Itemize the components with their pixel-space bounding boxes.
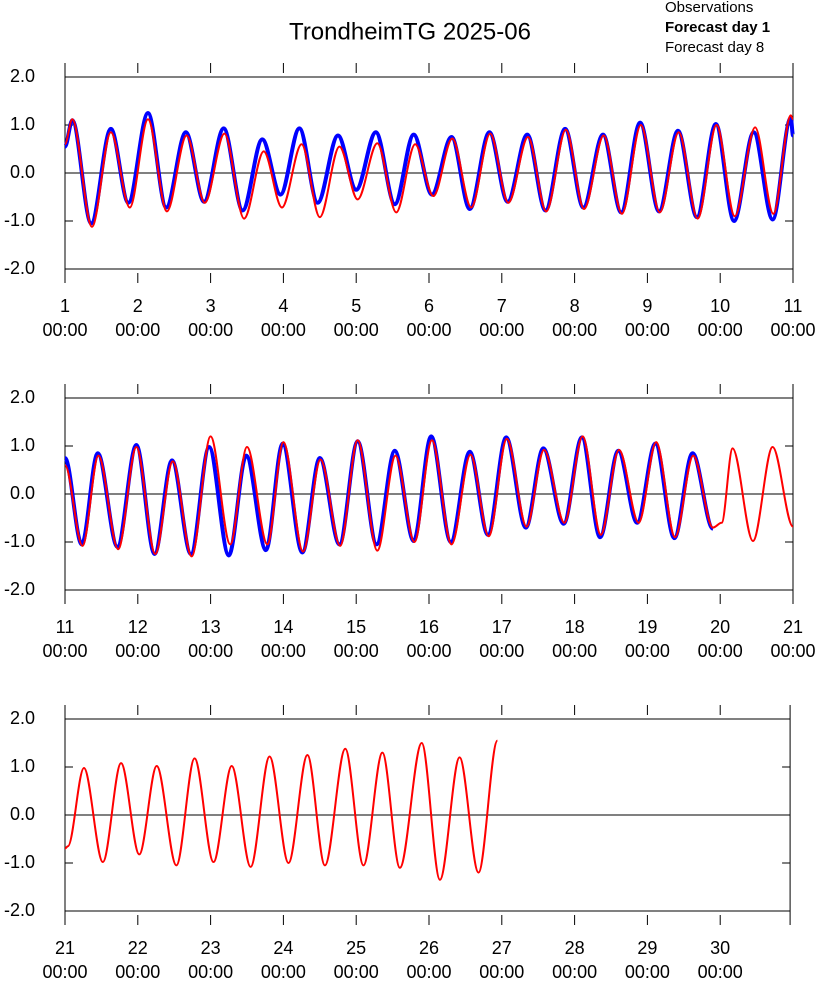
x-tick-label: 00:00 [770,320,815,340]
x-tick-label: 00:00 [261,962,306,981]
x-tick-label: 6 [424,296,434,316]
x-tick-label: 00:00 [552,962,597,981]
y-tick-label: -1.0 [4,852,35,872]
x-tick-label: 5 [351,296,361,316]
x-tick-label: 00:00 [188,962,233,981]
x-tick-label: 12 [128,617,148,637]
chart-title: TrondheimTG 2025-06 [289,18,531,45]
x-tick-label: 00:00 [42,962,87,981]
y-tick-label: 1.0 [10,435,35,455]
x-tick-label: 11 [784,296,803,316]
x-tick-label: 00:00 [188,641,233,661]
x-tick-label: 00:00 [552,641,597,661]
x-tick-label: 00:00 [334,962,379,981]
x-tick-label: 00:00 [625,641,670,661]
x-tick-label: 00:00 [406,962,451,981]
x-tick-label: 00:00 [261,641,306,661]
series-line [64,114,794,228]
x-tick-label: 7 [497,296,507,316]
series-line [64,435,794,558]
x-tick-label: 30 [710,938,730,958]
x-tick-label: 22 [128,938,148,958]
series-line [64,739,499,881]
x-tick-label: 25 [346,938,366,958]
x-tick-label: 00:00 [42,320,87,340]
y-tick-label: 1.0 [10,756,35,776]
x-tick-label: 16 [419,617,439,637]
y-tick-label: -2.0 [4,579,35,599]
x-tick-label: 8 [570,296,580,316]
series-line [63,111,795,226]
x-tick-label: 9 [642,296,652,316]
y-tick-label: -2.0 [4,258,35,278]
y-tick-label: 0.0 [10,804,35,824]
x-tick-label: 00:00 [625,320,670,340]
x-tick-label: 26 [419,938,439,958]
y-tick-label: 2.0 [10,66,35,86]
x-tick-label: 21 [783,617,803,637]
x-tick-label: 00:00 [42,641,87,661]
x-tick-label: 00:00 [334,641,379,661]
x-tick-label: 00:00 [698,962,743,981]
x-tick-label: 1 [60,296,70,316]
legend-entry: Forecast day 8 [665,39,764,56]
x-tick-label: 14 [273,617,293,637]
x-tick-label: 23 [201,938,221,958]
x-tick-label: 00:00 [115,320,160,340]
y-tick-label: 0.0 [10,483,35,503]
x-tick-label: 00:00 [770,641,815,661]
x-tick-label: 3 [206,296,216,316]
x-tick-label: 00:00 [115,962,160,981]
x-tick-label: 00:00 [698,641,743,661]
x-tick-label: 19 [637,617,657,637]
x-tick-label: 17 [492,617,512,637]
x-tick-label: 15 [346,617,366,637]
x-tick-label: 11 [56,617,75,637]
y-tick-label: 2.0 [10,387,35,407]
x-tick-label: 24 [273,938,293,958]
x-tick-label: 28 [565,938,585,958]
y-tick-label: -1.0 [4,531,35,551]
x-tick-label: 10 [710,296,730,316]
x-tick-label: 4 [278,296,288,316]
y-tick-label: 2.0 [10,708,35,728]
x-tick-label: 00:00 [115,641,160,661]
legend-entry: Forecast day 1 [665,19,770,36]
x-tick-label: 21 [55,938,75,958]
y-tick-label: -2.0 [4,900,35,920]
x-tick-label: 00:00 [406,320,451,340]
x-tick-label: 00:00 [698,320,743,340]
legend-entry: Observations [665,0,753,16]
x-tick-label: 29 [637,938,657,958]
x-tick-label: 00:00 [479,962,524,981]
x-tick-label: 00:00 [261,320,306,340]
y-tick-label: 1.0 [10,114,35,134]
x-tick-label: 27 [492,938,512,958]
y-tick-label: -1.0 [4,210,35,230]
x-tick-label: 00:00 [334,320,379,340]
x-tick-label: 00:00 [479,641,524,661]
x-tick-label: 00:00 [479,320,524,340]
x-tick-label: 2 [133,296,143,316]
x-tick-label: 00:00 [625,962,670,981]
x-tick-label: 20 [710,617,730,637]
x-tick-label: 18 [565,617,585,637]
x-tick-label: 00:00 [188,320,233,340]
y-tick-label: 0.0 [10,162,35,182]
x-tick-label: 00:00 [406,641,451,661]
x-tick-label: 00:00 [552,320,597,340]
x-tick-label: 13 [201,617,221,637]
